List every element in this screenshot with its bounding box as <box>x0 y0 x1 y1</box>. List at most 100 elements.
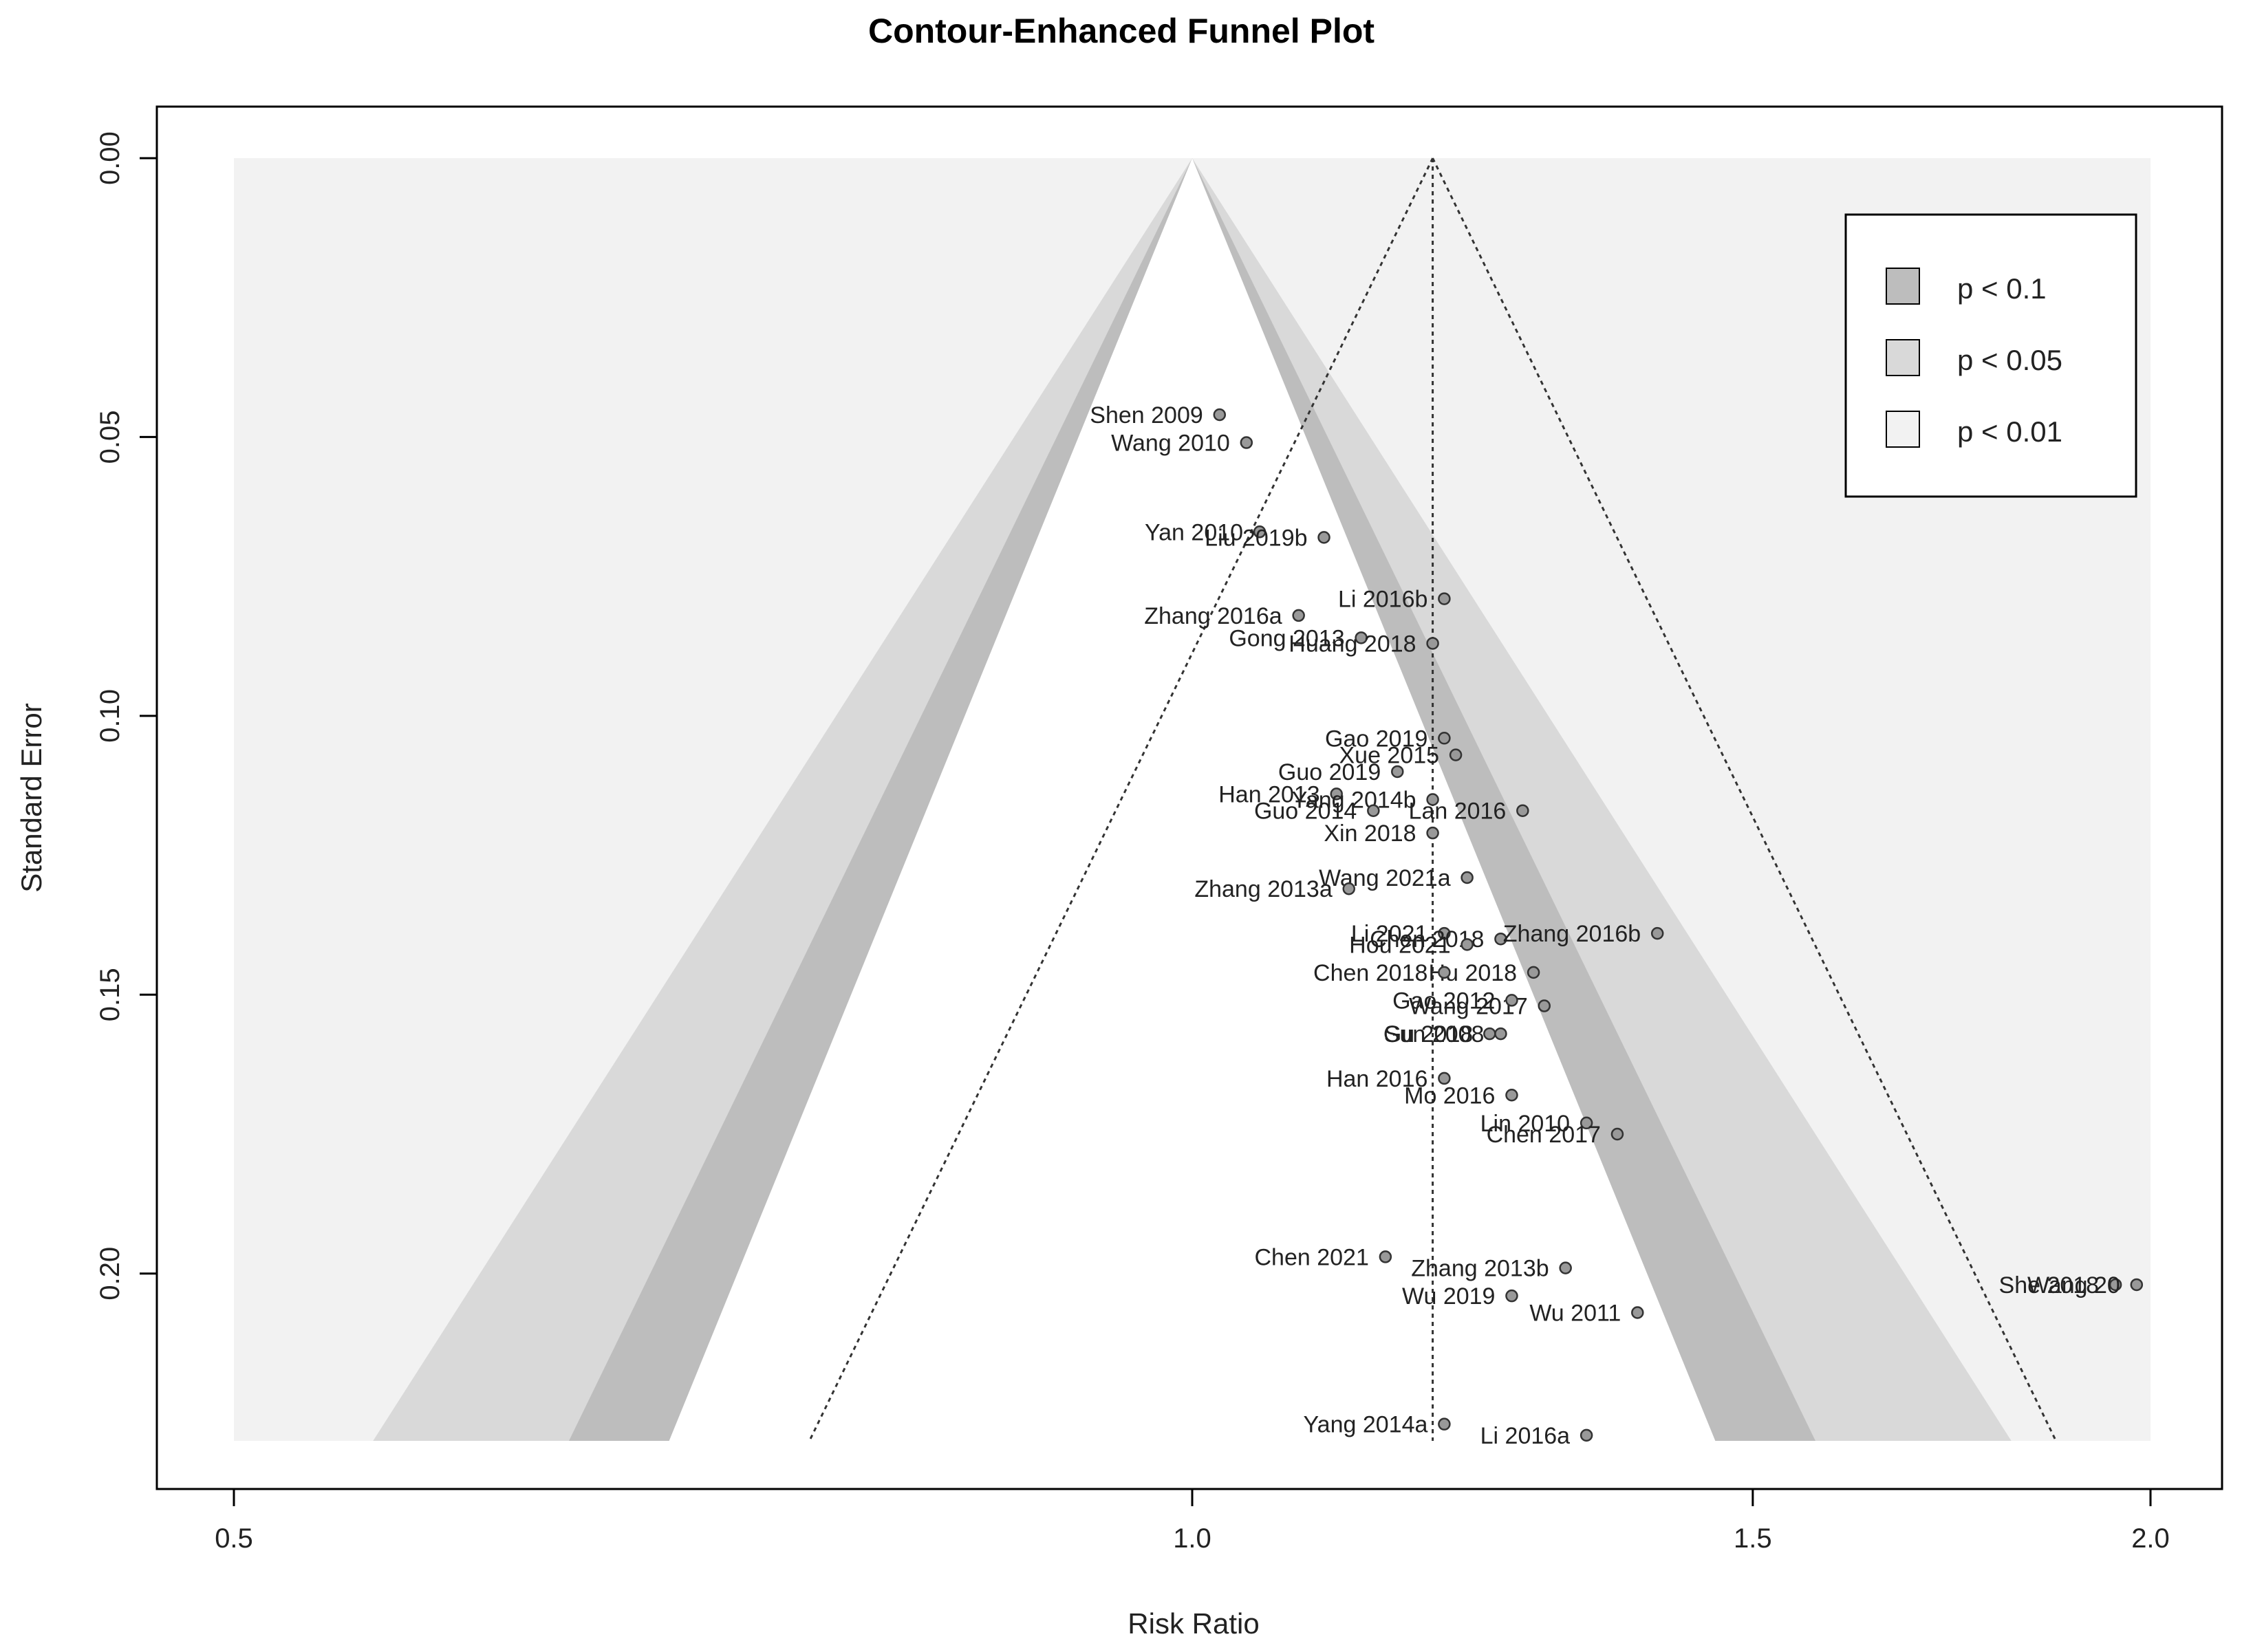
study-label: Shen 2009 <box>1090 402 1203 428</box>
study-point <box>1505 994 1518 1007</box>
study-point <box>1213 408 1227 422</box>
y-tick-label: 0.00 <box>95 131 125 185</box>
study-label: Yan 2010 <box>1145 519 1243 545</box>
study-label: Li 2016b <box>1338 587 1427 613</box>
study-point <box>1367 804 1380 817</box>
study-point <box>1580 1116 1593 1130</box>
study-label: Guo 2014 <box>1254 798 1357 825</box>
study-point <box>1460 938 1474 951</box>
study-point <box>1426 826 1439 840</box>
legend-swatch-p01 <box>1886 411 1920 448</box>
funnel-right-line <box>1432 157 2057 1442</box>
study-point <box>1516 804 1529 817</box>
study-point <box>1438 732 1451 745</box>
study-point <box>1426 793 1439 806</box>
study-label: Wang 20 <box>2027 1272 2120 1298</box>
x-axis: 0.5 1.0 1.5 2.0 <box>215 1488 2170 1554</box>
study-point <box>1610 1127 1624 1141</box>
study-point <box>2109 1278 2122 1292</box>
study-label: Xue 2015 <box>1339 743 1439 769</box>
contour-inner <box>669 158 1716 1441</box>
y-axis: 0.00 0.05 0.10 0.15 0.20 <box>95 131 158 1301</box>
study-label: Sun 2008 <box>1384 1021 1485 1047</box>
study-point <box>1505 1289 1518 1303</box>
study-point <box>1438 592 1451 605</box>
study-label: Gong 2013 <box>1229 625 1344 651</box>
study-label: Wu 2019 <box>1402 1283 1495 1309</box>
study-label: Guo 2019 <box>1278 759 1381 785</box>
study-point <box>1240 436 1253 449</box>
study-label: Lan 2016 <box>1409 798 1507 825</box>
study-label: Mo 2016 <box>1404 1083 1495 1109</box>
study-point <box>1650 926 1664 940</box>
study-point <box>1379 1250 1392 1263</box>
study-point <box>1505 1089 1518 1102</box>
reference-lines <box>808 157 2057 1442</box>
x-tick-label: 1.5 <box>1734 1523 1772 1554</box>
study-point <box>1355 631 1368 644</box>
x-tick-label: 0.5 <box>215 1523 253 1554</box>
study-point <box>1391 765 1404 779</box>
funnel-left-line <box>808 157 1434 1442</box>
study-label: Li 2021 <box>1351 921 1428 947</box>
study-point <box>1317 531 1330 544</box>
study-point <box>1580 1428 1593 1442</box>
study-label: Chen 2017 <box>1487 1122 1601 1148</box>
study-label: Wang 2021a <box>1319 865 1451 891</box>
study-label: Zhang 2013b <box>1411 1256 1549 1282</box>
study-label: Chen 2018 <box>1313 960 1427 986</box>
x-tick-label: 1.0 <box>1173 1523 1211 1554</box>
study-point <box>1631 1306 1644 1319</box>
study-point <box>1483 1027 1496 1041</box>
study-point <box>1527 966 1540 979</box>
y-tick-label: 0.20 <box>95 1247 125 1301</box>
x-axis-label: Risk Ratio <box>1128 1607 1259 1640</box>
study-point <box>1559 1261 1572 1274</box>
study-point <box>1438 1072 1451 1085</box>
study-label: Lin 2010 <box>1480 1111 1570 1137</box>
study-label: Yang 2014a <box>1304 1412 1428 1438</box>
study-label: She 2018 <box>1999 1272 2100 1298</box>
study-point <box>1449 748 1463 761</box>
study-label: Yang 2014b <box>1292 787 1416 814</box>
study-label: Wang 2010 <box>1111 431 1230 457</box>
legend-label-p10: p < 0.1 <box>1957 272 2047 305</box>
study-label: Xin 2018 <box>1324 820 1416 847</box>
study-label: Liu 2019b <box>1205 525 1307 551</box>
study-label: Han 2016 <box>1326 1066 1427 1092</box>
study-point <box>1494 1027 1507 1041</box>
study-point <box>1494 932 1507 946</box>
study-label: Hou 2021 <box>1349 932 1450 958</box>
y-tick-label: 0.05 <box>95 411 125 464</box>
x-tick-label: 2.0 <box>2131 1523 2170 1554</box>
study-label: Zhang 2016a <box>1144 603 1282 629</box>
study-label: Han 2013 <box>1218 781 1319 807</box>
contour-regions <box>234 158 2151 1441</box>
study-point <box>1253 525 1266 539</box>
study-label: Gu 2018 <box>1383 1021 1473 1047</box>
study-point <box>1330 787 1343 801</box>
study-label: Li 2016a <box>1480 1423 1571 1449</box>
study-point <box>1438 1417 1451 1431</box>
study-point <box>1426 637 1439 650</box>
y-tick-label: 0.15 <box>95 968 125 1021</box>
legend-label-p05: p < 0.05 <box>1957 344 2062 376</box>
study-point <box>1342 882 1356 895</box>
study-point <box>1460 871 1474 884</box>
legend-swatch-p05 <box>1886 339 1920 376</box>
legend-swatch-p10 <box>1886 268 1920 305</box>
y-tick-label: 0.10 <box>95 689 125 743</box>
study-point <box>1438 926 1451 940</box>
study-label: Gao 2019 <box>1325 726 1427 752</box>
y-axis-label: Standard Error <box>15 703 47 892</box>
study-point <box>1438 966 1451 979</box>
chart-title: Contour-Enhanced Funnel Plot <box>868 12 1375 50</box>
legend-label-p01: p < 0.01 <box>1957 415 2062 448</box>
study-point <box>2130 1278 2144 1292</box>
study-label: Huang 2018 <box>1289 631 1416 657</box>
study-label: Gao 2012 <box>1392 988 1495 1014</box>
study-label: Wu 2011 <box>1529 1301 1621 1327</box>
study-point <box>1292 609 1305 622</box>
